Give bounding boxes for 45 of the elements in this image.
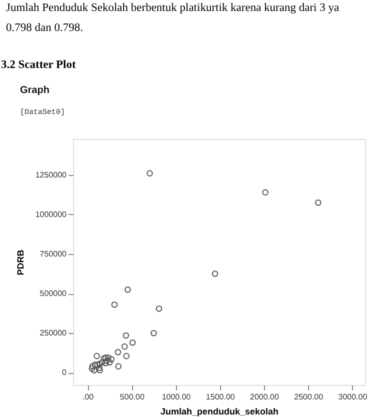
x-tick-label: .00 [82,392,94,402]
point [123,352,130,360]
y-tick-label: 0 [62,368,68,378]
point [150,330,157,336]
point [156,305,162,312]
point [315,199,322,206]
point [94,362,100,368]
text: 3.2 Scatter Plot [1,59,76,71]
y-tick-label: 250000 [40,328,68,338]
x-tick-label: 500.00 [120,392,145,402]
point [91,367,98,374]
point [212,270,218,277]
text: Jumlah Penduduk Sekolah berbentuk platikurtik karena kurang dari 3 ya [6,2,340,14]
x-tick-label: 1500.00 [206,392,236,402]
point [106,359,113,366]
point [98,359,106,366]
point [115,363,122,370]
point [102,360,109,366]
x-tick-label: 2500.00 [294,392,324,402]
x-tick-label: 1000.00 [162,392,192,402]
y-axis-title: PDRB [15,249,26,276]
point [262,189,268,196]
point [108,356,115,362]
point [129,339,136,346]
y-tick-label: 1250000 [35,170,68,180]
y-tick-label: 750000 [40,250,68,259]
y-tick-label: 500000 [40,289,68,298]
point [96,367,104,374]
point [146,170,153,176]
chart-title: Graph [20,85,50,96]
x-tick-label: 2000.00 [250,392,280,402]
point [89,363,96,370]
point [124,286,131,293]
text: 0.798 dan 0.798. [6,22,84,34]
point [96,364,103,372]
x-axis-title: Jumlah_penduduk_sekolah [160,406,279,416]
x-tick-label: 3000.00 [338,392,368,402]
point [114,348,122,356]
point [88,366,96,372]
point [105,354,112,361]
point [111,301,118,308]
point [94,352,100,360]
point [121,343,128,350]
y-tick-label: 1000000 [35,210,68,219]
point [122,332,130,339]
